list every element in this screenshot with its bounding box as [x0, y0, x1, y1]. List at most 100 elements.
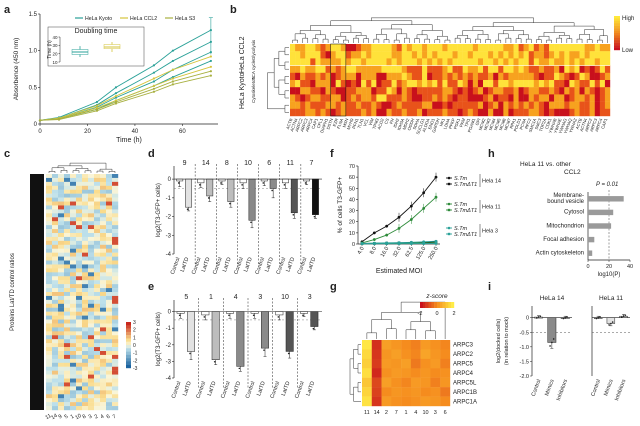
y-tick-label: -2.0 [520, 374, 529, 380]
data-point [209, 55, 212, 58]
heatmap-cell [76, 335, 83, 340]
heatmap-cell [386, 72, 392, 81]
heatmap-cell [362, 368, 372, 378]
legend-gradient-step [448, 302, 452, 308]
heatmap-cell [106, 358, 113, 363]
heatmap-cell [112, 268, 119, 273]
heatmap-cell [442, 94, 448, 102]
heatmap-cell [366, 87, 372, 95]
heatmap-cell [94, 295, 101, 301]
heatmap-cell [371, 387, 382, 397]
heatmap-cell [391, 51, 397, 59]
inset-y-tick-label: 10 [52, 60, 58, 65]
heatmap-cell [100, 402, 107, 407]
heatmap-cell [523, 101, 529, 109]
legend-gradient-step [126, 345, 131, 349]
heatmap-cell [52, 256, 59, 261]
bar-lattd [290, 178, 298, 214]
heatmap-cell [386, 108, 392, 117]
heatmap-cell [447, 58, 453, 66]
heatmap-cell [58, 209, 65, 214]
heatmap-cell [70, 233, 77, 238]
heatmap-cell [391, 58, 397, 66]
heatmap-cell [472, 87, 479, 95]
heatmap-cell [52, 233, 59, 238]
heatmap-cell [386, 65, 392, 73]
heatmap-cell [549, 80, 555, 88]
legend-gradient-step [614, 16, 620, 19]
heatmap-cell [94, 193, 101, 198]
heatmap-cell [406, 80, 413, 88]
heatmap-cell [508, 65, 514, 73]
heatmap-cell [112, 217, 119, 222]
bar-control [250, 311, 259, 314]
heatmap-cell [391, 377, 402, 388]
heatmap-cell [106, 229, 113, 234]
heatmap-cell [100, 236, 107, 242]
heatmap-cell [579, 108, 585, 117]
heatmap-cell [437, 72, 443, 81]
heatmap-cell [430, 377, 441, 388]
heatmap-cell [112, 221, 119, 226]
heatmap-cell [549, 87, 555, 95]
heatmap-cell [290, 80, 296, 88]
heatmap-cell [498, 87, 504, 95]
bar-control [260, 178, 268, 182]
legend-group-label: Hela 14 [482, 179, 501, 185]
data-point [535, 317, 538, 319]
bar-cytosol [588, 209, 614, 216]
heatmap-cell [361, 80, 367, 88]
heatmap-cell [483, 65, 489, 73]
heatmap-cell [112, 295, 119, 301]
legend-gradient-step [126, 348, 131, 352]
heatmap-cell [488, 87, 494, 95]
side-annotation: Glycolysis [251, 39, 256, 60]
bar-control [282, 178, 289, 184]
heatmap-cell [432, 58, 438, 66]
heatmap-cell [371, 65, 377, 73]
heatmap-cell [427, 108, 433, 117]
heatmap-cell [584, 87, 590, 95]
heatmap-cell [76, 311, 83, 316]
heatmap-cell [410, 358, 421, 369]
y-tick-label: 0 [168, 177, 172, 183]
heatmap-cell [589, 65, 595, 73]
heatmap-cell [100, 217, 107, 222]
heatmap-cell [422, 80, 428, 88]
heatmap-cell [437, 108, 443, 117]
heatmap-cell [401, 94, 408, 102]
heatmap-cell [362, 396, 372, 407]
heatmap-cell [70, 292, 77, 297]
heatmap-cell [70, 252, 77, 257]
heatmap-cell [305, 65, 311, 73]
heatmap-cell [305, 44, 311, 52]
heatmap-cell [564, 51, 570, 59]
heatmap-cell [371, 377, 382, 388]
heatmap-cell [376, 87, 382, 95]
heatmap-cell [432, 108, 438, 117]
data-point [312, 327, 315, 330]
heatmap-cell [594, 51, 601, 59]
heatmap-cell [457, 72, 463, 81]
heatmap-cell [467, 87, 474, 95]
heatmap-cell [70, 264, 77, 269]
heatmap-cell [350, 94, 357, 102]
heatmap-cell [290, 65, 296, 73]
heatmap-cell [106, 351, 113, 356]
heatmap-cell [100, 331, 107, 336]
heatmap-cell [82, 264, 89, 269]
heatmap-cell [483, 51, 489, 59]
heatmap-cell [64, 201, 71, 206]
heatmap-cell [46, 370, 53, 375]
heatmap-cell [106, 213, 113, 218]
heatmap-cell [518, 44, 524, 52]
heatmap-cell [52, 292, 59, 297]
heatmap-cell [112, 366, 119, 371]
heatmap-cell [371, 368, 382, 378]
heatmap-cell [416, 108, 423, 117]
heatmap-cell [94, 323, 101, 328]
y-tick-label: -1.0 [520, 345, 529, 351]
heatmap-cell [76, 177, 83, 183]
heatmap-cell [64, 323, 71, 328]
